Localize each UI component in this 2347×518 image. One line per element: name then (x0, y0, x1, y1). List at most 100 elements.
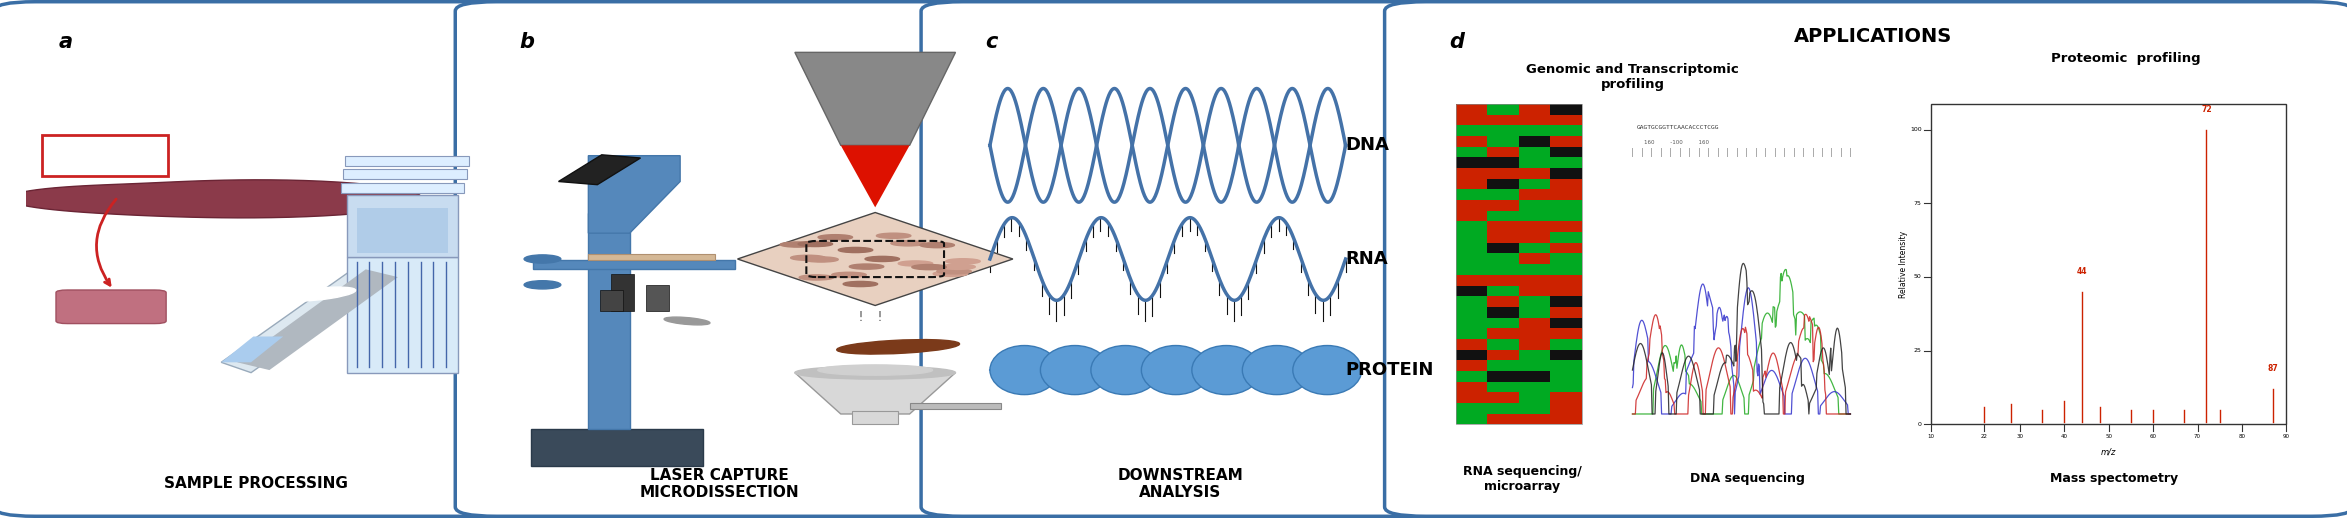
Bar (852, 411, 899, 424)
Ellipse shape (899, 261, 932, 266)
Bar (1519, 403, 1551, 414)
Ellipse shape (1192, 346, 1260, 395)
Text: GAGTGCGGTTCAACACCCТCGG: GAGTGCGGTTCAACACCCТCGG (1636, 125, 1720, 130)
Bar (1519, 179, 1551, 190)
Bar (1455, 104, 1488, 114)
Bar (1519, 211, 1551, 222)
Bar (1551, 136, 1582, 147)
Text: 87: 87 (2267, 365, 2279, 373)
Bar (347, 195, 458, 257)
Ellipse shape (936, 269, 972, 274)
Ellipse shape (1141, 346, 1211, 395)
Bar (1551, 232, 1582, 243)
Bar (1551, 179, 1582, 190)
Bar (1519, 232, 1551, 243)
Bar (1455, 243, 1488, 253)
Circle shape (523, 281, 561, 289)
Bar (1488, 382, 1519, 392)
Bar (1519, 318, 1551, 328)
Bar (1488, 232, 1519, 243)
Bar (1488, 403, 1519, 414)
Text: LASER CAPTURE
MICRODISSECTION: LASER CAPTURE MICRODISSECTION (638, 468, 798, 500)
Ellipse shape (892, 241, 925, 246)
Bar (1488, 371, 1519, 382)
Text: 72: 72 (2201, 105, 2211, 114)
Ellipse shape (1242, 346, 1312, 395)
Text: 90: 90 (2284, 434, 2291, 439)
Bar (1519, 190, 1551, 200)
FancyBboxPatch shape (920, 2, 1450, 516)
Text: DNA: DNA (1345, 136, 1389, 154)
Bar (1488, 275, 1519, 285)
Bar (589, 212, 629, 429)
Bar (347, 257, 458, 372)
Bar (1455, 157, 1488, 168)
Bar (1519, 285, 1551, 296)
Text: 30: 30 (2016, 434, 2023, 439)
Bar (1519, 222, 1551, 232)
Text: 80: 80 (2239, 434, 2246, 439)
Polygon shape (589, 156, 681, 233)
Bar (1488, 147, 1519, 157)
Ellipse shape (819, 235, 852, 240)
Bar (1488, 114, 1519, 125)
Bar (1519, 296, 1551, 307)
Text: PROTEIN: PROTEIN (1345, 361, 1434, 379)
Bar (1455, 382, 1488, 392)
Ellipse shape (1091, 346, 1159, 395)
Bar (1519, 328, 1551, 339)
Bar (1519, 253, 1551, 264)
Bar (1551, 318, 1582, 328)
Bar (1519, 414, 1551, 424)
Bar (1551, 382, 1582, 392)
Ellipse shape (796, 366, 955, 379)
Bar (1519, 275, 1551, 285)
Text: 100: 100 (1910, 127, 1922, 132)
Bar (1551, 211, 1582, 222)
Bar (911, 402, 1002, 409)
Ellipse shape (866, 256, 899, 262)
Text: b: b (519, 32, 535, 52)
Text: 40: 40 (2061, 434, 2068, 439)
Bar (1455, 264, 1488, 275)
Bar (1455, 168, 1488, 179)
Bar (1551, 200, 1582, 211)
Bar (1551, 414, 1582, 424)
Bar (1455, 296, 1488, 307)
Ellipse shape (838, 248, 873, 253)
Bar (1488, 318, 1519, 328)
Bar (559, 155, 641, 185)
Bar (1488, 222, 1519, 232)
Text: DNA sequencing: DNA sequencing (1690, 472, 1805, 485)
Bar (1551, 307, 1582, 318)
Bar (357, 208, 448, 253)
Bar (1455, 339, 1488, 350)
Bar (1455, 360, 1488, 371)
Polygon shape (796, 372, 955, 414)
Bar (1519, 307, 1551, 318)
Bar (1551, 392, 1582, 403)
Polygon shape (221, 249, 411, 372)
Bar (1519, 360, 1551, 371)
Bar (1519, 339, 1551, 350)
Bar (42, 135, 169, 176)
Bar (1519, 350, 1551, 360)
Bar (1488, 392, 1519, 403)
Bar (1488, 360, 1519, 371)
Bar (1551, 147, 1582, 157)
Bar (1932, 104, 2286, 424)
Text: 50: 50 (2105, 434, 2112, 439)
Bar (1455, 190, 1488, 200)
Text: Proteomic  profiling: Proteomic profiling (2051, 52, 2201, 65)
Bar (1519, 104, 1551, 114)
Bar (1488, 125, 1519, 136)
Bar (1551, 253, 1582, 264)
Bar (1551, 328, 1582, 339)
Bar (1519, 157, 1551, 168)
Ellipse shape (779, 242, 814, 247)
Text: SAMPLE PROCESSING: SAMPLE PROCESSING (164, 476, 347, 491)
Bar (1488, 350, 1519, 360)
Bar (1488, 136, 1519, 147)
Ellipse shape (831, 272, 866, 278)
Bar (601, 290, 622, 311)
